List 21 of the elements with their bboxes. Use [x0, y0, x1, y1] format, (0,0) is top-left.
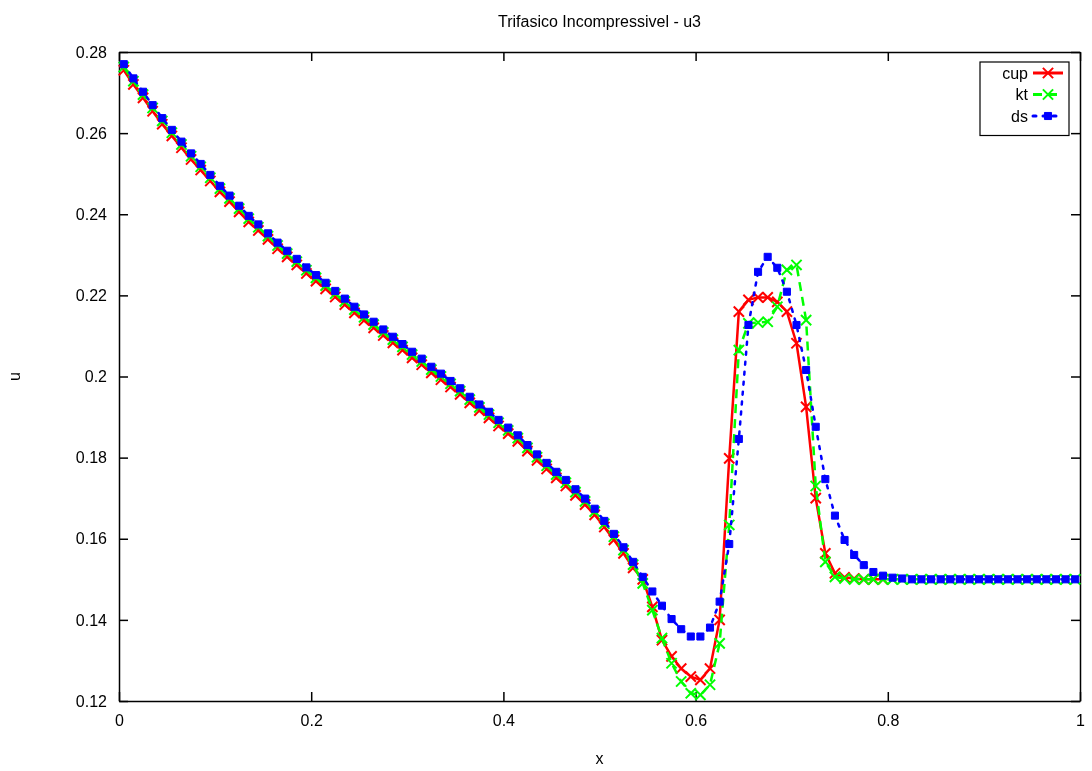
y-tick-label: 0.28 — [75, 43, 108, 61]
y-tick-label: 0.2 — [84, 368, 108, 386]
x-axis-title: x — [595, 750, 604, 767]
x-tick-label: 0.4 — [492, 712, 516, 730]
y-tick-label: 0.22 — [75, 286, 108, 304]
x-tick-label: 1 — [1076, 712, 1086, 730]
y-axis-title: u — [6, 372, 23, 381]
y-tick-label: 0.26 — [75, 124, 108, 142]
y-tick-label: 0.14 — [75, 611, 108, 629]
x-tick-label: 0.6 — [684, 712, 708, 730]
y-tick-label: 0.18 — [75, 449, 108, 467]
y-tick-label: 0.12 — [75, 692, 108, 710]
y-tick-label: 0.24 — [75, 205, 108, 223]
legend-label: ds — [1011, 107, 1028, 125]
x-tick-label: 0.8 — [877, 712, 900, 730]
legend-label: kt — [1015, 86, 1029, 104]
y-tick-label: 0.16 — [75, 530, 108, 548]
x-tick-label: 0.2 — [300, 712, 323, 730]
x-tick-label: 0 — [115, 712, 125, 730]
legend-label: cup — [1002, 64, 1029, 82]
chart-title: Trifasico Incompressivel - u3 — [497, 13, 702, 30]
